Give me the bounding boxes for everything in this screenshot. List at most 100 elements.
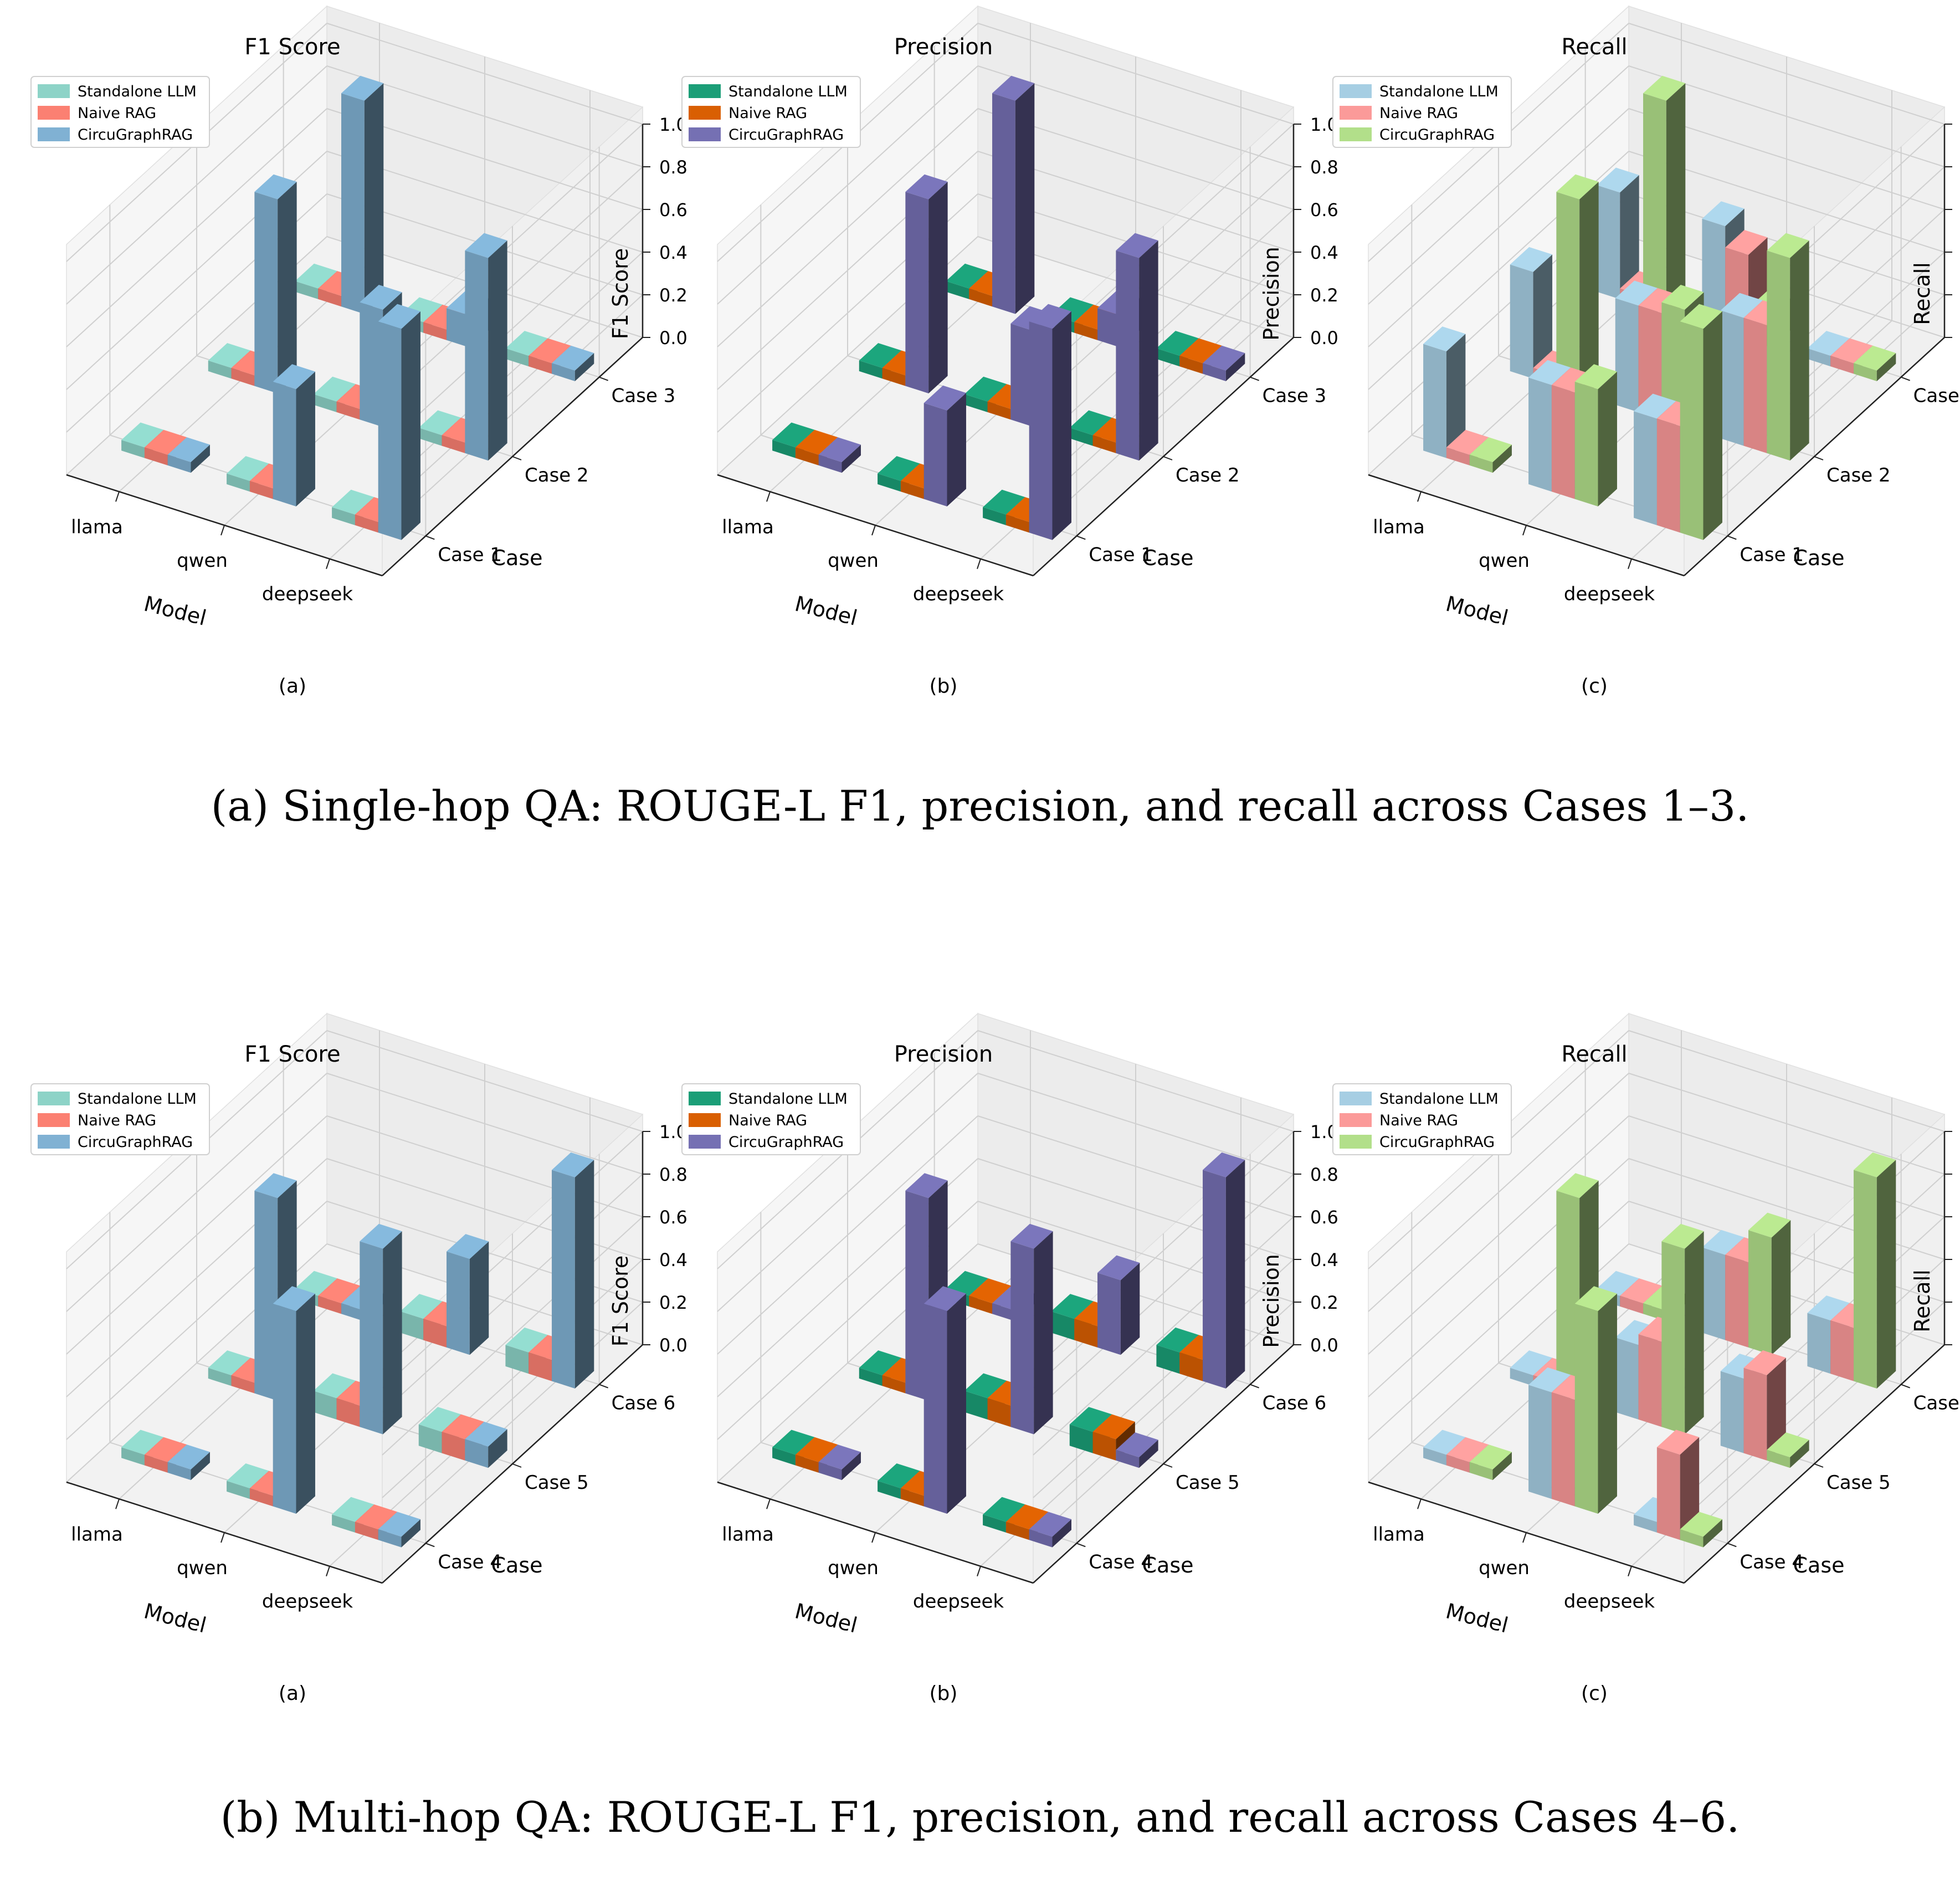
model-tick-label: deepseek (262, 583, 353, 606)
bar-top-face (254, 1173, 297, 1198)
legend-label: Standalone LLM (78, 1090, 197, 1108)
case-tick (599, 1384, 609, 1389)
bar-side-face (191, 1452, 210, 1481)
legend-label: Naive RAG (728, 105, 807, 122)
bar-front-face (529, 355, 552, 374)
bar-front-face (1116, 1449, 1140, 1468)
model-tick-label: qwen (828, 550, 879, 572)
bar-circugraphrag-qwen-case-4 (1574, 1286, 1617, 1514)
bar-side-face (1598, 1293, 1617, 1514)
bar-front-face (1656, 418, 1680, 533)
case-axis-title: Case (491, 1553, 543, 1577)
bar-front-face (1720, 310, 1744, 446)
bar-top-face (1029, 1512, 1071, 1537)
bar-circugraphrag-llama-case-4 (167, 1444, 210, 1481)
z-tick-label: 0.8 (659, 1164, 687, 1185)
bar-top-face (878, 1463, 920, 1488)
bar-front-face (859, 360, 882, 379)
bar-circugraphrag-llama-case-1 (167, 437, 210, 473)
case-tick (1727, 535, 1737, 540)
bar-top-face (1656, 1430, 1700, 1455)
bar-front-face (818, 1462, 842, 1481)
bar-front-face (1634, 1514, 1657, 1533)
z-tick-label: 0.0 (1310, 327, 1338, 349)
bar-front-face (795, 447, 819, 465)
z-tick-label: 0.0 (659, 327, 687, 349)
bar-top-face (378, 1512, 420, 1537)
bar-circugraphrag-llama-case-1 (1469, 437, 1512, 473)
bar-side-face (1680, 1437, 1700, 1540)
bar-front-face (1830, 1320, 1854, 1381)
bar-naive-rag-deepseek-case-4 (1656, 1430, 1700, 1540)
bar-top-face (1620, 1278, 1663, 1304)
panel-label: (b) (930, 675, 958, 698)
case-tick (599, 376, 609, 381)
bar-front-face (992, 1303, 1015, 1321)
bar-front-face (983, 1514, 1006, 1533)
bar-circugraphrag-deepseek-case-4 (1680, 1512, 1722, 1548)
legend-box (1332, 76, 1512, 148)
bar-top-face (295, 263, 337, 289)
model-tick-label: llama (1373, 1523, 1425, 1545)
panel-label: (c) (1581, 1682, 1608, 1705)
bar-top-face (529, 338, 571, 363)
bar-side-face (278, 182, 297, 393)
bar-top-face (1556, 174, 1599, 199)
bar-front-face (1556, 1190, 1580, 1401)
bar-front-face (423, 1319, 447, 1348)
legend-swatch (38, 1092, 70, 1105)
chart-bottom-f1-score: llama qwen deepseek Case 4 Case 5 Case 6 0.0 0.… (30, 1012, 687, 1705)
bar-front-face (336, 1398, 360, 1427)
model-tick (326, 1566, 330, 1576)
bar-side-face (574, 1160, 594, 1389)
bar-front-face (208, 1367, 232, 1386)
bar-top-face (1116, 1432, 1158, 1458)
bar-side-face (574, 353, 594, 381)
bar-front-face (818, 454, 842, 473)
bar-top-face (905, 174, 948, 199)
bar-front-face (1510, 264, 1533, 379)
case-tick-label: Case 1 (438, 544, 502, 566)
bar-front-face (332, 507, 355, 525)
model-axis-title: Model (792, 591, 859, 630)
bar-front-face (249, 480, 273, 499)
bar-top-face (442, 1414, 484, 1440)
bar-front-face (1469, 1462, 1493, 1481)
bar-side-face (842, 444, 861, 473)
z-tick-label: 0.6 (1310, 199, 1338, 221)
bar-circugraphrag-deepseek-case-6 (1854, 1152, 1896, 1389)
bar-top-face (1528, 1367, 1571, 1392)
bar-top-face (318, 1278, 361, 1304)
bar-top-face (1051, 1294, 1094, 1319)
bar-circugraphrag-qwen-case-6 (447, 1234, 489, 1355)
bar-circugraphrag-deepseek-case-6 (1203, 1152, 1245, 1389)
bar-front-face (341, 93, 365, 314)
model-tick (766, 491, 771, 502)
bar-circugraphrag-deepseek-case-1 (1029, 304, 1071, 540)
bar-front-face (1528, 377, 1552, 492)
legend: Standalone LLM Naive RAG CircuGraphRAG (1332, 76, 1512, 148)
bar-side-face (1225, 353, 1245, 381)
model-tick (220, 1532, 225, 1543)
bar-front-face (1423, 1447, 1446, 1466)
bar-top-face (1720, 1353, 1763, 1379)
model-tick (871, 525, 876, 536)
panel-label: (c) (1581, 675, 1608, 698)
bar-side-face (947, 1293, 966, 1514)
bar-front-face (859, 1367, 882, 1386)
bar-front-face (772, 439, 796, 458)
bar-top-face (227, 1463, 269, 1488)
bar-top-face (1661, 1223, 1704, 1249)
bar-side-face (488, 1429, 507, 1468)
z-axis-title: F1 Score (608, 1256, 633, 1347)
bar-standalone-llm-llama-case-1 (1423, 326, 1466, 458)
bar-circugraphrag-deepseek-case-2 (465, 233, 507, 461)
bar-front-face (360, 1241, 383, 1435)
case-tick-label: Case 1 (1740, 544, 1804, 566)
bar-top-face (121, 422, 164, 448)
legend-label: Naive RAG (728, 1112, 807, 1129)
bar-front-face (964, 1391, 988, 1420)
bar-front-face (318, 288, 342, 307)
bar-top-face (360, 1223, 402, 1249)
